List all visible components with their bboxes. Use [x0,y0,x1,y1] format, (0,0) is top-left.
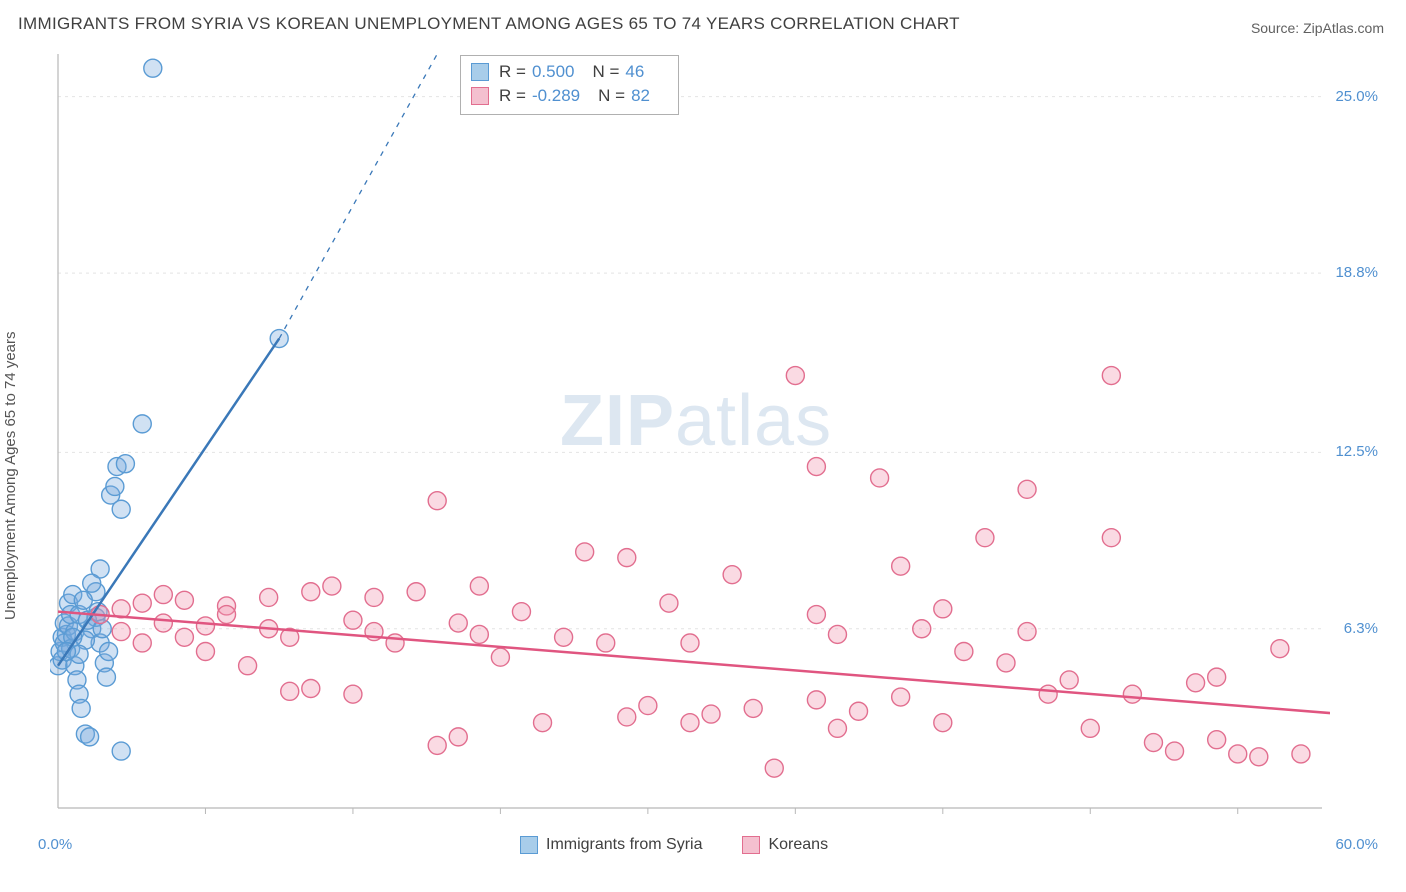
legend-item-koreans: Koreans [742,836,828,854]
legend-swatch-syria [520,836,538,854]
chart-plot-area [50,46,1330,816]
legend-label-koreans: Koreans [768,836,828,854]
chart-title: IMMIGRANTS FROM SYRIA VS KOREAN UNEMPLOY… [18,14,960,34]
x-axis-max-label: 60.0% [1335,836,1378,853]
series-legend: Immigrants from Syria Koreans [520,836,828,854]
swatch-syria [471,63,489,81]
y-tick-label: 18.8% [1335,264,1378,281]
y-tick-label: 12.5% [1335,443,1378,460]
scatter-svg [50,46,1330,816]
stats-row-syria: R =0.500N =46 [471,60,668,84]
swatch-koreans [471,87,489,105]
x-axis-origin-label: 0.0% [38,836,72,853]
stats-row-koreans: R =-0.289N =82 [471,84,668,108]
y-axis-label: Unemployment Among Ages 65 to 74 years [2,331,19,620]
legend-item-syria: Immigrants from Syria [520,836,702,854]
y-tick-label: 25.0% [1335,88,1378,105]
legend-label-syria: Immigrants from Syria [546,836,702,854]
correlation-stats-box: R =0.500N =46 R =-0.289N =82 [460,55,679,115]
legend-swatch-koreans [742,836,760,854]
source-attribution: Source: ZipAtlas.com [1251,20,1384,36]
y-tick-label: 6.3% [1344,620,1378,637]
